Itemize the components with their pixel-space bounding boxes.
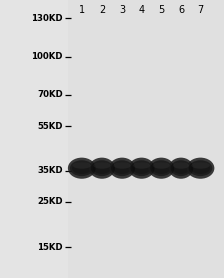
Bar <box>0 0 68 278</box>
Text: 4: 4 <box>138 5 145 15</box>
Ellipse shape <box>129 158 155 179</box>
Ellipse shape <box>191 162 210 174</box>
Text: 7: 7 <box>197 5 204 15</box>
Ellipse shape <box>109 158 135 179</box>
Text: 70KD: 70KD <box>37 90 63 99</box>
Ellipse shape <box>114 162 131 169</box>
Ellipse shape <box>113 162 131 174</box>
Text: 1: 1 <box>79 5 85 15</box>
Text: 6: 6 <box>178 5 184 15</box>
Ellipse shape <box>189 160 212 176</box>
Ellipse shape <box>169 158 193 179</box>
Bar <box>68 0 224 278</box>
Ellipse shape <box>192 162 209 169</box>
Ellipse shape <box>172 162 190 174</box>
Text: 35KD: 35KD <box>37 167 63 175</box>
Ellipse shape <box>93 162 110 169</box>
Ellipse shape <box>148 158 174 179</box>
Ellipse shape <box>131 160 153 176</box>
Text: 25KD: 25KD <box>37 197 63 206</box>
Ellipse shape <box>89 158 115 179</box>
Ellipse shape <box>91 160 113 176</box>
Ellipse shape <box>68 158 96 179</box>
Text: 2: 2 <box>99 5 105 15</box>
Ellipse shape <box>153 162 170 169</box>
Text: 100KD: 100KD <box>31 53 63 61</box>
Ellipse shape <box>72 162 91 174</box>
Text: 3: 3 <box>119 5 125 15</box>
Ellipse shape <box>132 162 151 174</box>
Ellipse shape <box>133 162 150 169</box>
Ellipse shape <box>70 160 94 176</box>
Text: 55KD: 55KD <box>37 122 63 131</box>
Ellipse shape <box>73 162 91 169</box>
Text: 5: 5 <box>158 5 164 15</box>
Text: 130KD: 130KD <box>31 14 63 23</box>
Ellipse shape <box>187 158 214 179</box>
Ellipse shape <box>173 162 189 169</box>
Ellipse shape <box>150 160 172 176</box>
Ellipse shape <box>152 162 170 174</box>
Ellipse shape <box>170 160 192 176</box>
Text: 15KD: 15KD <box>37 243 63 252</box>
Ellipse shape <box>111 160 133 176</box>
Ellipse shape <box>93 162 111 174</box>
